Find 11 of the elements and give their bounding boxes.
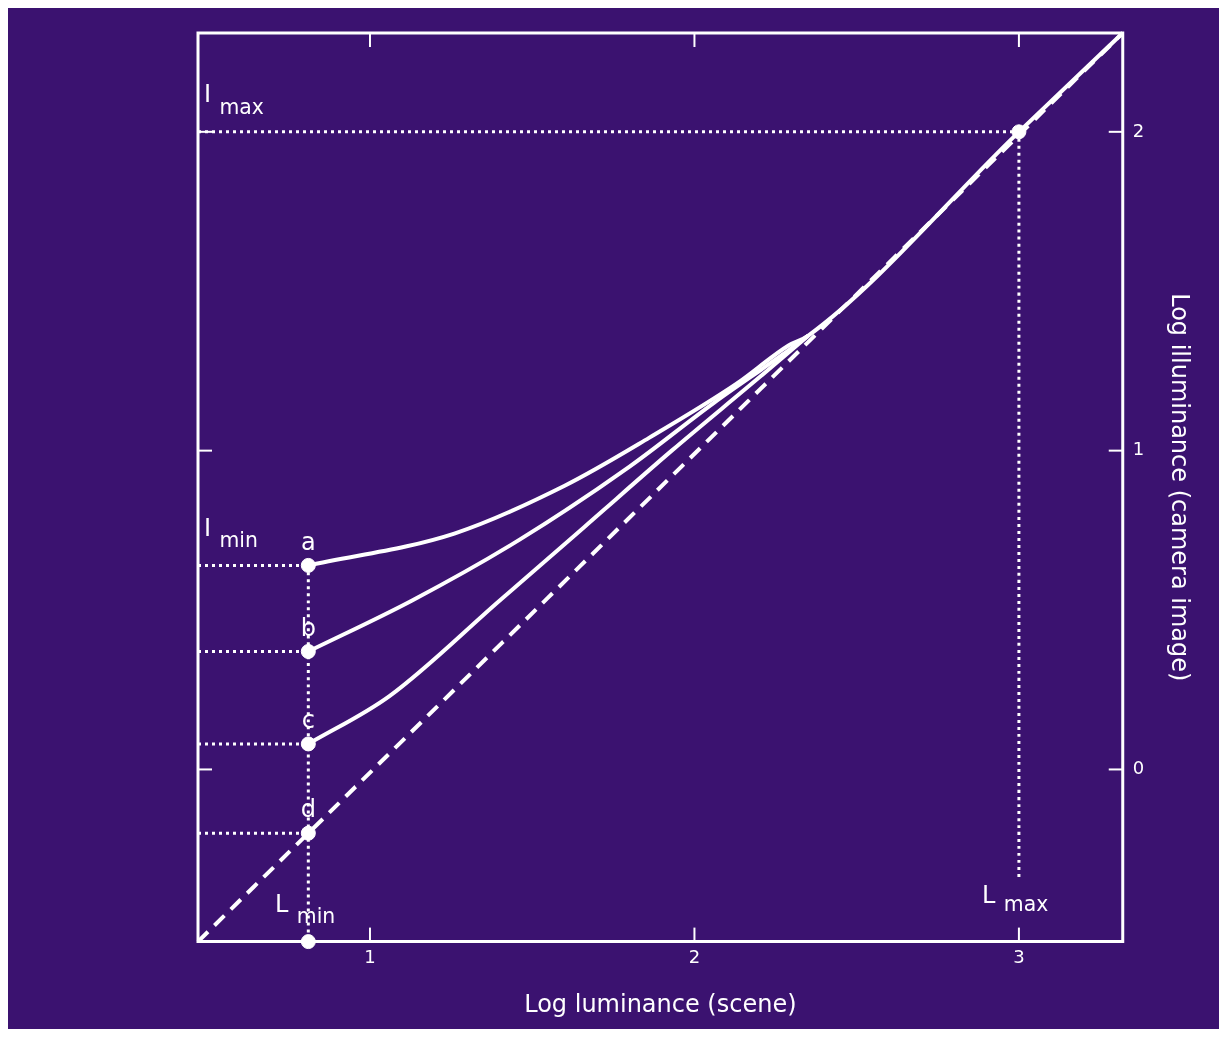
annotation: a — [300, 527, 316, 556]
annotation: b — [300, 613, 316, 642]
y-tick-label: 0 — [1132, 757, 1145, 779]
x-tick-label: 3 — [1013, 946, 1025, 968]
x-axis-title: Log luminance (scene) — [524, 989, 797, 1018]
x-tick-label: 2 — [688, 946, 701, 968]
annotation: d — [300, 795, 316, 824]
y-tick-label: 2 — [1132, 119, 1145, 141]
x-tick-label: 1 — [364, 946, 376, 968]
y-tick-label: 1 — [1132, 438, 1145, 460]
y-axis-title: Log illuminance (camera image) — [1166, 293, 1195, 682]
